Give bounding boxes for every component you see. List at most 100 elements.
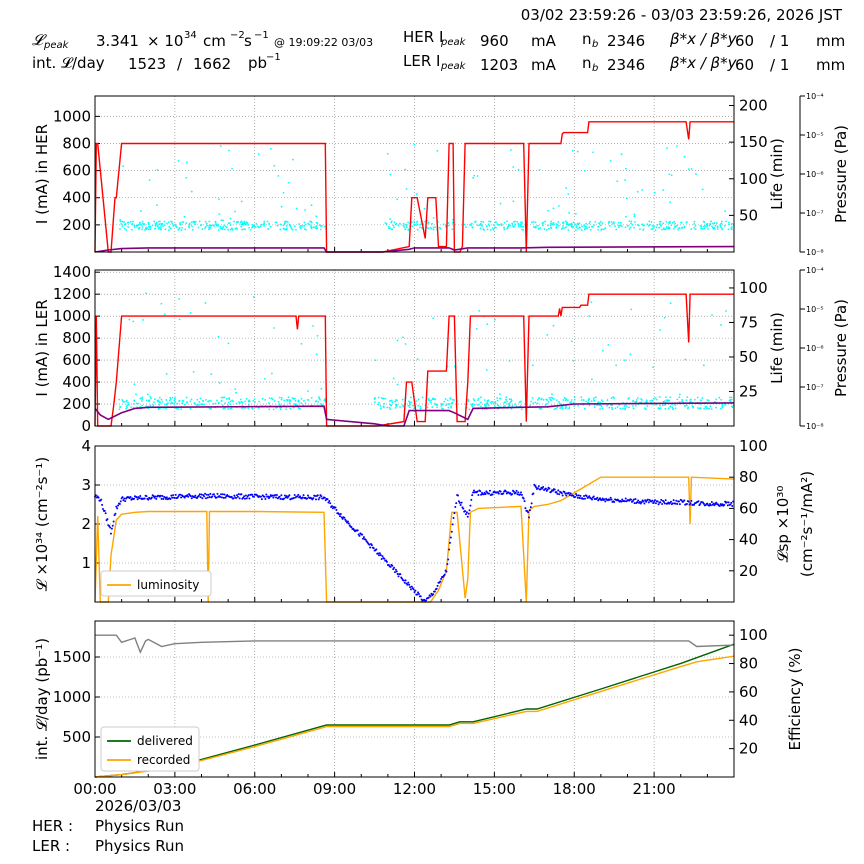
specific-lumi-dot	[464, 513, 467, 516]
lifetime-dot	[229, 224, 232, 226]
lifetime-dot	[565, 187, 568, 189]
lifetime-dot	[147, 225, 150, 228]
lifetime-dot	[540, 407, 543, 410]
specific-lumi-dot	[520, 491, 522, 494]
specific-lumi-dot	[275, 493, 278, 496]
lifetime-dot	[628, 228, 631, 230]
lifetime-dot	[700, 225, 703, 228]
lifetime-dot	[378, 401, 380, 404]
specific-lumi-dot	[206, 496, 209, 499]
lifetime-dot	[189, 312, 192, 314]
lifetime-dot	[309, 225, 312, 227]
lifetime-dot	[320, 403, 323, 405]
lifetime-dot	[516, 220, 519, 223]
lifetime-dot	[701, 397, 704, 400]
lifetime-dot	[218, 198, 220, 201]
ler-ytick-right-label: 100	[739, 279, 768, 297]
specific-lumi-dot	[358, 534, 361, 537]
lifetime-dot	[285, 399, 288, 401]
lifetime-dot	[210, 407, 212, 410]
lifetime-dot	[404, 343, 407, 345]
lifetime-dot	[486, 323, 489, 326]
lifetime-dot	[693, 398, 696, 401]
lifetime-dot	[626, 224, 629, 227]
lifetime-dot	[167, 402, 169, 404]
specific-lumi-dot	[680, 499, 683, 502]
lifetime-dot	[511, 405, 514, 407]
specific-lumi-dot	[364, 538, 367, 541]
lifetime-dot	[476, 224, 479, 227]
lifetime-dot	[227, 222, 230, 225]
specific-lumi-dot	[314, 498, 317, 501]
specific-lumi-dot	[659, 501, 662, 504]
lifetime-dot	[583, 224, 586, 226]
lifetime-dot	[692, 406, 695, 409]
lifetime-dot	[716, 228, 719, 231]
specific-lumi-dot	[334, 506, 337, 509]
lifetime-dot	[234, 388, 237, 391]
specific-lumi-dot	[375, 548, 378, 551]
lifetime-dot	[540, 397, 543, 400]
lifetime-dot	[257, 407, 260, 409]
lifetime-dot	[728, 396, 731, 399]
specific-lumi-dot	[197, 494, 200, 497]
lifetime-dot	[539, 227, 542, 230]
specific-lumi-dot	[718, 505, 721, 508]
lifetime-dot	[615, 364, 618, 367]
specific-lumi-dot	[585, 495, 588, 498]
lifetime-dot	[181, 226, 184, 229]
lifetime-dot	[485, 404, 488, 407]
specific-lumi-dot	[406, 583, 409, 586]
lifetime-dot	[633, 213, 636, 216]
lifetime-dot	[145, 292, 147, 295]
lifetime-dot	[121, 220, 124, 223]
lifetime-dot	[257, 153, 260, 156]
lifetime-dot	[283, 228, 286, 231]
ler-pressure-tick-label: 10⁻⁴	[806, 266, 824, 275]
lifetime-dot	[208, 220, 211, 223]
lifetime-dot	[636, 190, 639, 193]
lifetime-dot	[292, 397, 295, 400]
lifetime-dot	[495, 221, 497, 224]
lifetime-dot	[719, 407, 722, 410]
specific-lumi-dot	[233, 494, 236, 497]
lifetime-dot	[255, 222, 258, 225]
lifetime-dot	[278, 396, 281, 399]
lifetime-dot	[373, 397, 376, 400]
lifetime-dot	[592, 151, 595, 154]
lifetime-dot	[157, 220, 160, 223]
lifetime-dot	[659, 407, 662, 410]
lifetime-dot	[685, 404, 688, 407]
specific-lumi-dot	[278, 495, 281, 498]
lpeak-time: @ 19:09:22 03/03	[274, 36, 373, 49]
specific-lumi-dot	[558, 493, 561, 496]
specific-lumi-dot	[222, 496, 225, 499]
lifetime-dot	[427, 227, 430, 230]
lifetime-dot	[646, 405, 649, 407]
lifetime-dot	[214, 220, 217, 223]
lifetime-dot	[534, 226, 537, 229]
lifetime-dot	[618, 226, 620, 229]
lifetime-dot	[447, 222, 450, 224]
lifetime-dot	[407, 221, 409, 224]
lifetime-dot	[147, 221, 150, 224]
specific-lumi-dot	[690, 499, 693, 502]
lifetime-dot	[201, 403, 204, 406]
specific-lumi-dot	[352, 527, 355, 530]
lifetime-dot	[664, 407, 667, 410]
specific-lumi-dot	[603, 498, 606, 501]
specific-lumi-dot	[730, 501, 733, 504]
lifetime-dot	[557, 221, 560, 223]
lifetime-dot	[655, 398, 658, 401]
lifetime-dot	[499, 202, 502, 205]
lifetime-dot	[609, 159, 612, 162]
lifetime-dot	[532, 402, 535, 405]
lifetime-dot	[209, 225, 212, 227]
lifetime-dot	[648, 220, 651, 223]
lifetime-dot	[150, 397, 152, 400]
specific-lumi-dot	[419, 595, 422, 598]
ler-pressure-tick-label: 10⁻⁷	[806, 383, 824, 392]
lifetime-dot	[483, 399, 486, 401]
specific-lumi-dot	[610, 498, 613, 501]
specific-lumi-dot	[509, 492, 512, 495]
